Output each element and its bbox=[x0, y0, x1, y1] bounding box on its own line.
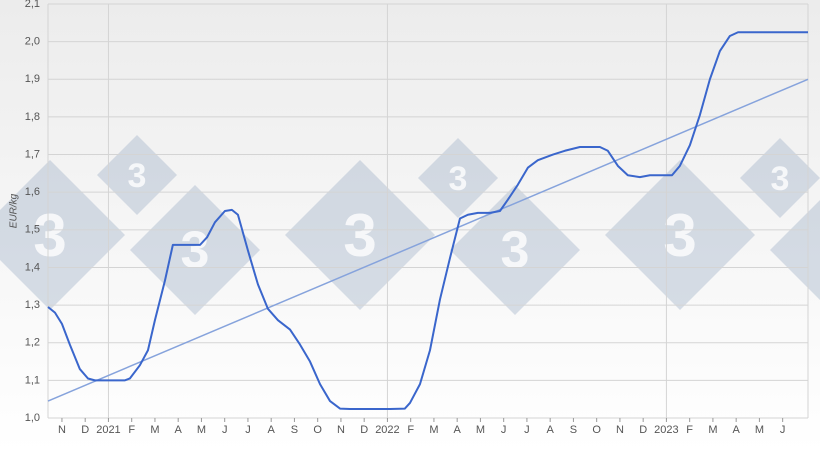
x-tick-label: O bbox=[313, 424, 322, 436]
x-tick-label: M bbox=[708, 424, 717, 436]
x-tick-label: D bbox=[360, 424, 368, 436]
x-tick-label: J bbox=[501, 424, 507, 436]
y-axis-label: EUR/kg bbox=[9, 193, 20, 228]
x-tick-label: M bbox=[150, 424, 159, 436]
y-tick-label: 2,1 bbox=[25, 0, 40, 10]
watermark-text: 3 bbox=[343, 202, 376, 269]
x-tick-label: A bbox=[732, 424, 740, 436]
x-tick-label: F bbox=[128, 424, 135, 436]
watermark-text: 3 bbox=[663, 202, 696, 269]
watermark-text: 3 bbox=[128, 157, 147, 195]
x-tick-label: J bbox=[222, 424, 228, 436]
x-tick-label: J bbox=[524, 424, 530, 436]
x-tick-label: N bbox=[337, 424, 345, 436]
watermark-text: 3 bbox=[501, 222, 530, 280]
data-line bbox=[47, 78, 809, 402]
x-tick-label: M bbox=[197, 424, 206, 436]
x-tick-label: M bbox=[476, 424, 485, 436]
x-tick-label: N bbox=[616, 424, 624, 436]
data-line bbox=[47, 31, 808, 410]
x-tick-label: A bbox=[268, 424, 276, 436]
y-tick-label: 1,9 bbox=[25, 73, 40, 85]
y-tick-label: 2,0 bbox=[25, 36, 40, 48]
x-tick-label: A bbox=[547, 424, 555, 436]
y-tick-label: 1,5 bbox=[25, 224, 40, 236]
x-tick-label: A bbox=[454, 424, 462, 436]
x-tick-label: J bbox=[780, 424, 786, 436]
watermark-text: 3 bbox=[181, 222, 210, 280]
x-tick-label: M bbox=[755, 424, 764, 436]
x-tick-label: D bbox=[81, 424, 89, 436]
x-tick-label: M bbox=[429, 424, 438, 436]
x-tick-label: A bbox=[175, 424, 183, 436]
watermark-text: 3 bbox=[449, 160, 468, 198]
x-tick-label: J bbox=[245, 424, 251, 436]
y-tick-label: 1,3 bbox=[25, 299, 40, 311]
watermark-text: 3 bbox=[771, 160, 790, 198]
y-tick-label: 1,2 bbox=[25, 337, 40, 349]
y-tick-label: 1,0 bbox=[25, 412, 40, 424]
x-tick-label: F bbox=[686, 424, 693, 436]
y-tick-label: 1,1 bbox=[25, 374, 40, 386]
x-tick-label: S bbox=[291, 424, 298, 436]
x-tick-label: 2023 bbox=[654, 424, 678, 436]
y-tick-label: 1,7 bbox=[25, 148, 40, 160]
watermark-text: 3 bbox=[33, 202, 66, 269]
x-tick-label: 2022 bbox=[375, 424, 399, 436]
x-tick-label: N bbox=[58, 424, 66, 436]
x-tick-label: 2021 bbox=[96, 424, 120, 436]
x-tick-label: O bbox=[592, 424, 601, 436]
x-tick-label: S bbox=[570, 424, 577, 436]
y-tick-label: 1,6 bbox=[25, 186, 40, 198]
y-tick-label: 1,8 bbox=[25, 111, 40, 123]
x-tick-label: F bbox=[407, 424, 414, 436]
y-tick-label: 1,4 bbox=[25, 261, 40, 273]
x-tick-label: D bbox=[639, 424, 647, 436]
